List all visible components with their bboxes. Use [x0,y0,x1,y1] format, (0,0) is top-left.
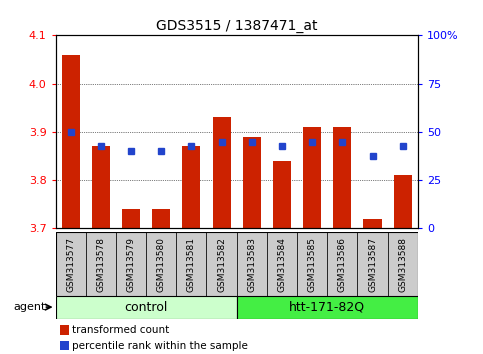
Text: agent: agent [14,302,46,312]
Bar [56,296,237,319]
Text: GSM313577: GSM313577 [66,237,75,292]
Text: GSM313582: GSM313582 [217,237,226,292]
Bar [122,209,140,228]
Text: GSM313580: GSM313580 [156,237,166,292]
Bar [327,232,357,296]
Bar [237,296,418,319]
Text: transformed count: transformed count [72,325,170,335]
Bar [267,232,297,296]
Bar [92,146,110,228]
Bar [242,137,261,228]
Text: GSM313578: GSM313578 [96,237,105,292]
Bar [176,232,207,296]
Bar [364,219,382,228]
Bar [116,232,146,296]
Text: GSM313588: GSM313588 [398,237,407,292]
Text: GSM313581: GSM313581 [187,237,196,292]
Bar [394,175,412,228]
Bar [357,232,388,296]
Bar [62,55,80,228]
Bar [273,161,291,228]
Title: GDS3515 / 1387471_at: GDS3515 / 1387471_at [156,19,317,33]
Text: GSM313584: GSM313584 [277,237,286,292]
Text: GSM313579: GSM313579 [127,237,136,292]
Bar [333,127,352,228]
Text: GSM313587: GSM313587 [368,237,377,292]
Bar [183,146,200,228]
Text: GSM313586: GSM313586 [338,237,347,292]
Text: GSM313585: GSM313585 [308,237,317,292]
Bar [207,232,237,296]
Bar [152,209,170,228]
Bar [146,232,176,296]
Text: percentile rank within the sample: percentile rank within the sample [72,341,248,350]
Bar [213,118,231,228]
Text: GSM313583: GSM313583 [247,237,256,292]
Text: control: control [125,301,168,314]
Bar [56,232,86,296]
Bar [388,232,418,296]
Bar [297,232,327,296]
Text: htt-171-82Q: htt-171-82Q [289,301,365,314]
Bar [303,127,321,228]
Bar [86,232,116,296]
Bar [237,232,267,296]
